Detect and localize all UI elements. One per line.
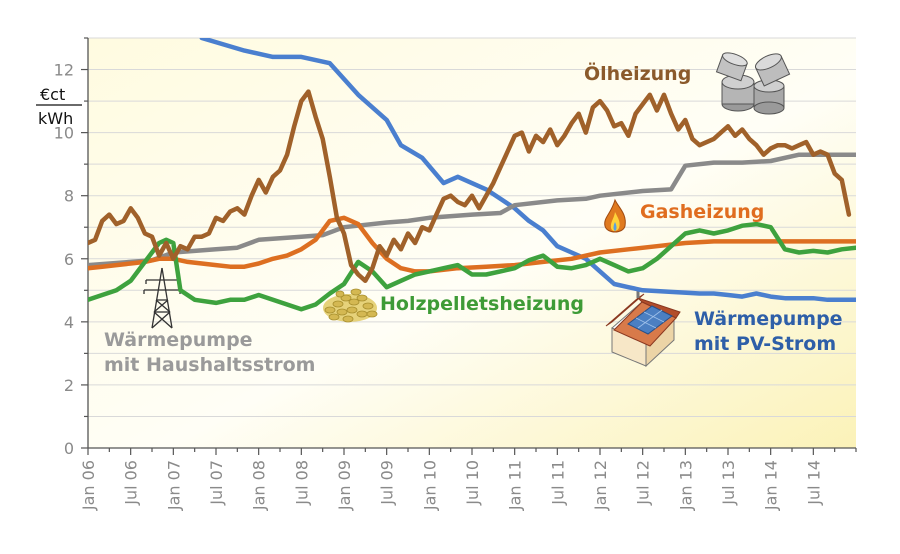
x-tick-label-1: Jul 06 (122, 460, 141, 506)
x-tick-label-17: Jul 14 (804, 460, 823, 506)
x-tick-label-13: Jul 12 (634, 460, 653, 506)
y-tick-label-8: 8 (64, 187, 74, 206)
x-tick-label-8: Jan 10 (420, 460, 439, 511)
x-tick-label-12: Jan 12 (591, 460, 610, 511)
series-line-3 (88, 152, 856, 268)
x-tick-label-14: Jan 13 (676, 460, 695, 511)
unit-bottom-label: kWh (38, 109, 73, 128)
series-label-gasheizung: Gasheizung (640, 201, 764, 223)
y-tick-label-0: 0 (64, 439, 74, 458)
y-tick-label-10: 10 (54, 124, 74, 143)
series-label-wp-pv-line2: mit PV-Strom (694, 333, 836, 355)
series-label-wp-haushalt-line2: mit Haushaltsstrom (104, 354, 315, 376)
gas-flame-icon (604, 198, 626, 233)
x-tick-label-10: Jan 11 (506, 460, 525, 511)
x-tick-label-0: Jan 06 (79, 460, 98, 511)
house-solar-icon (605, 288, 681, 368)
x-tick-label-9: Jul 10 (463, 460, 482, 506)
oil-barrels-icon (715, 52, 791, 115)
series-line-4 (88, 221, 856, 312)
x-tick-labels: Jan 06 Jul 06 Jan 07 Jul 07 Jan 08 Jul 08 Jan … (79, 460, 823, 511)
wood-pellets-icon (323, 288, 378, 323)
y-tick-label-6: 6 (64, 250, 74, 269)
x-tick-label-11: Jul 11 (548, 460, 567, 506)
y-tick-label-12: 12 (54, 61, 74, 80)
series-label-wp-pv: Wärmepumpe mit PV-Strom (694, 308, 849, 355)
x-tick-label-5: Jul 08 (292, 460, 311, 506)
series-label-wp-haushalt-line1: Wärmepumpe (104, 329, 253, 351)
series-lines (88, 38, 856, 312)
x-tick-label-3: Jul 07 (207, 460, 226, 506)
y-tick-label-2: 2 (64, 376, 74, 395)
unit-top-label: €ct (40, 85, 65, 104)
y-tick-label-4: 4 (64, 313, 74, 332)
series-label-oelheizung: Ölheizung (584, 61, 691, 85)
y-axis-unit: €ct kWh (36, 85, 82, 128)
x-tick-label-4: Jan 08 (250, 460, 269, 511)
series-line-1 (88, 89, 852, 284)
series-line-0 (199, 38, 856, 303)
x-tick-label-6: Jan 09 (335, 460, 354, 511)
x-tick-label-15: Jul 13 (719, 460, 738, 506)
x-tick-label-7: Jul 09 (378, 460, 397, 506)
y-tick-labels: 0 2 4 6 8 10 12 (54, 61, 74, 458)
x-tick-label-2: Jan 07 (164, 460, 183, 511)
series-label-wp-pv-line1: Wärmepumpe (694, 308, 843, 330)
series-label-holzpellets: Holzpelletsheizung (380, 293, 584, 315)
x-tick-label-16: Jan 14 (762, 460, 781, 511)
series-label-wp-haushalt: Wärmepumpe mit Haushaltsstrom (104, 329, 315, 376)
